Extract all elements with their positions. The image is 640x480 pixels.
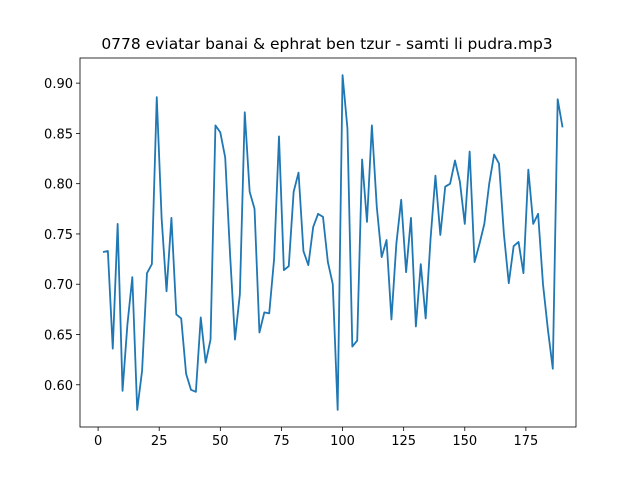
data-line: [102, 74, 564, 411]
y-tick-label: 0.65: [44, 328, 73, 343]
x-tick-label: 150: [452, 434, 477, 449]
y-tick-label: 0.85: [44, 127, 73, 142]
x-tick-label: 0: [94, 434, 102, 449]
y-tick-label: 0.80: [44, 178, 73, 193]
x-tick-label: 50: [212, 434, 229, 449]
y-tick-label: 0.70: [44, 278, 73, 293]
x-tick-label: 125: [391, 434, 416, 449]
y-tick-label: 0.90: [44, 77, 73, 92]
chart-title: 0778 eviatar banai & ephrat ben tzur - s…: [101, 35, 552, 53]
y-tick-label: 0.75: [44, 228, 73, 243]
x-tick-label: 75: [273, 434, 290, 449]
y-tick-label: 0.60: [44, 379, 73, 394]
x-tick-label: 100: [330, 434, 355, 449]
axes-frame: [79, 57, 577, 428]
x-tick-label: 25: [151, 434, 168, 449]
x-tick-label: 175: [513, 434, 538, 449]
